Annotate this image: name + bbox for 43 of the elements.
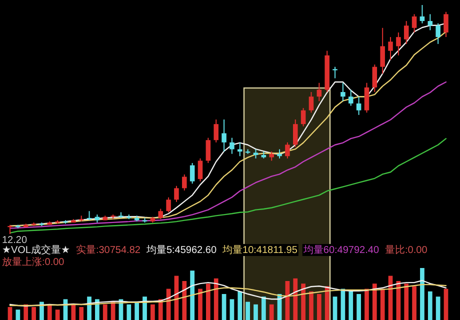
candlestick — [412, 14, 417, 33]
candlestick — [332, 66, 338, 79]
candlestick — [436, 22, 440, 44]
candlestick — [277, 148, 282, 159]
text: 均量5:45962.60 — [145, 244, 217, 256]
candlestick — [206, 137, 211, 164]
text: 12.20 — [2, 235, 28, 246]
candlestick — [238, 142, 242, 157]
candlestick — [308, 92, 314, 114]
text: 均量60:49792.40 — [302, 244, 380, 256]
candlestick — [316, 82, 322, 102]
candlestick — [420, 4, 425, 24]
candlestick — [404, 20, 409, 44]
candlestick — [396, 32, 401, 56]
text: 实量:30754.82 — [76, 244, 141, 256]
candlestick — [230, 137, 234, 154]
annotation: 放量上涨:0.00 — [2, 256, 65, 268]
candlestick — [388, 36, 393, 60]
chart-title: ★VOL成交量★ — [2, 244, 70, 256]
candlestick — [428, 14, 433, 31]
candlestick — [300, 108, 306, 127]
text: 量比:0.00 — [385, 244, 428, 256]
candlestick — [214, 119, 218, 143]
candlestick — [182, 174, 187, 191]
candlestick — [293, 119, 298, 148]
candlestick — [166, 196, 171, 213]
text: 均量10:41811.95 — [222, 244, 298, 256]
candlestick — [222, 119, 226, 152]
candlestick — [356, 96, 362, 116]
candlestick — [269, 151, 274, 162]
candlestick — [253, 148, 258, 159]
candlestick — [340, 82, 346, 102]
candlestick — [444, 11, 448, 38]
candlestick — [174, 185, 179, 202]
candlestick — [285, 142, 290, 159]
candlestick — [158, 208, 163, 220]
candlestick — [348, 89, 354, 106]
candlestick — [372, 64, 378, 93]
candlestick — [190, 162, 195, 184]
candlestick — [8, 224, 12, 234]
candlestick — [364, 82, 370, 114]
candlestick — [380, 27, 385, 74]
candlestick — [198, 158, 203, 182]
